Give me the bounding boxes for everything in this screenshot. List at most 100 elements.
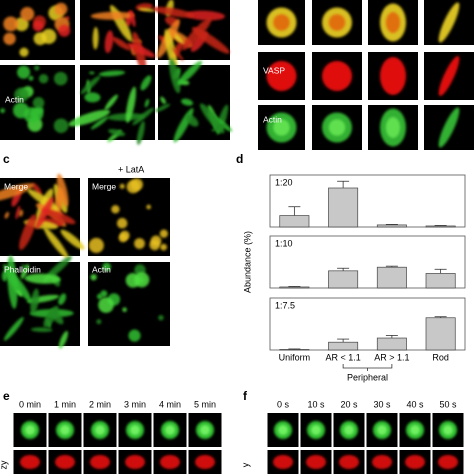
droplet xyxy=(58,293,67,305)
droplet xyxy=(92,26,99,50)
droplet xyxy=(160,243,168,251)
droplet xyxy=(438,2,460,43)
droplet xyxy=(50,309,64,325)
droplet xyxy=(3,16,19,32)
droplet xyxy=(111,205,120,214)
bar xyxy=(328,270,359,289)
droplet xyxy=(164,29,178,70)
droplet xyxy=(306,455,326,469)
time-label: 2 min xyxy=(89,399,111,409)
droplet xyxy=(134,238,145,249)
droplet xyxy=(116,217,128,229)
droplet xyxy=(24,273,61,284)
bar xyxy=(425,273,456,289)
droplet-core xyxy=(377,425,387,435)
subplot-label: 1:7.5 xyxy=(275,300,295,310)
droplet xyxy=(12,102,29,119)
droplet xyxy=(35,196,54,230)
panel-label: d xyxy=(236,152,243,166)
droplet xyxy=(159,229,169,238)
droplet-core xyxy=(344,425,354,435)
bar xyxy=(279,215,310,228)
time-label: 10 s xyxy=(307,399,325,409)
droplet xyxy=(53,71,68,86)
droplet xyxy=(195,455,215,469)
droplet xyxy=(185,114,199,127)
droplet xyxy=(3,264,23,297)
droplet xyxy=(3,317,24,341)
droplet xyxy=(438,107,460,148)
droplet xyxy=(41,28,57,44)
bar xyxy=(376,337,407,351)
panel-label: f xyxy=(243,389,248,403)
droplet xyxy=(102,262,112,272)
droplet xyxy=(108,129,126,137)
droplet xyxy=(68,109,110,127)
droplet xyxy=(132,40,142,55)
droplet-core xyxy=(410,425,420,435)
droplet xyxy=(32,97,45,109)
droplet xyxy=(98,297,114,313)
droplet xyxy=(177,60,203,86)
time-label: 40 s xyxy=(406,399,424,409)
droplet xyxy=(160,96,166,105)
droplet xyxy=(58,330,69,349)
time-label: 0 s xyxy=(277,399,290,409)
panel-label: e xyxy=(3,389,10,403)
panel-label: c xyxy=(3,152,10,166)
channel-label: Merge xyxy=(4,181,28,191)
droplet-core xyxy=(95,425,105,435)
subplot-label: 1:10 xyxy=(275,238,293,248)
droplet xyxy=(128,329,141,342)
droplet-core xyxy=(165,425,175,435)
time-label: 5 min xyxy=(194,399,216,409)
droplet xyxy=(17,65,31,79)
plot-frame xyxy=(269,235,466,289)
droplet xyxy=(14,87,29,103)
x-tick-label: Uniform xyxy=(279,352,311,362)
droplet xyxy=(60,229,85,250)
droplet xyxy=(15,289,23,297)
plot-frame xyxy=(269,174,466,228)
axis-label: zy xyxy=(0,460,8,470)
bar xyxy=(425,225,456,228)
droplet xyxy=(1,270,8,282)
channel-label: Actin xyxy=(92,264,111,274)
bar xyxy=(376,266,407,289)
droplet xyxy=(0,183,35,202)
droplet xyxy=(30,288,40,315)
droplet xyxy=(111,36,131,51)
channel-label: Merge xyxy=(92,181,116,191)
droplet xyxy=(438,55,460,97)
droplet xyxy=(21,264,27,269)
droplet xyxy=(172,47,184,61)
droplet xyxy=(155,103,171,112)
droplet xyxy=(15,205,21,220)
droplet xyxy=(96,319,102,325)
bar xyxy=(328,341,359,351)
droplet xyxy=(104,30,114,54)
time-label: 30 s xyxy=(373,399,391,409)
bar xyxy=(376,224,407,228)
x-tick-label: AR > 1.1 xyxy=(374,352,409,362)
time-label: 1 min xyxy=(54,399,76,409)
time-label: 3 min xyxy=(124,399,146,409)
droplet xyxy=(28,75,34,81)
droplet xyxy=(273,455,293,469)
droplet-core xyxy=(385,117,401,138)
droplet xyxy=(158,314,164,321)
droplet-core xyxy=(130,425,140,435)
droplet xyxy=(3,32,16,45)
droplet xyxy=(56,173,69,207)
droplet xyxy=(55,455,75,469)
droplet xyxy=(104,94,118,111)
time-label: 50 s xyxy=(439,399,457,409)
droplet xyxy=(122,307,127,313)
droplet-core xyxy=(328,14,346,31)
droplet xyxy=(160,455,180,469)
droplet xyxy=(4,211,10,219)
droplet-core xyxy=(60,425,70,435)
axis-label: y xyxy=(240,462,250,467)
droplet xyxy=(19,47,29,57)
